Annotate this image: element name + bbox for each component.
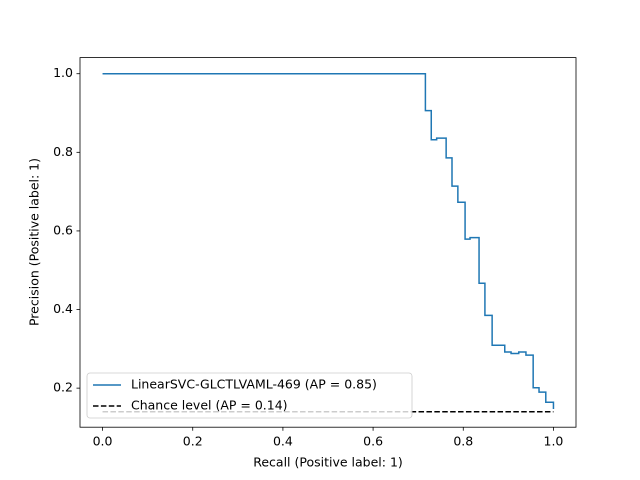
legend-label: Chance level (AP = 0.14) [131, 398, 288, 413]
x-tick-label: 1.0 [544, 434, 564, 449]
y-tick-label: 0.8 [53, 144, 73, 159]
x-axis-label: Recall (Positive label: 1) [253, 455, 403, 470]
series-line [102, 72, 555, 409]
x-tick-label: 0.0 [93, 434, 113, 449]
y-tick-label: 0.4 [53, 301, 73, 316]
legend-box [86, 372, 413, 419]
y-tick-label: 1.0 [53, 65, 73, 80]
y-axis-label: Precision (Positive label: 1) [27, 158, 42, 326]
y-tick-label: 0.6 [53, 222, 73, 237]
x-tick-label: 0.6 [363, 434, 383, 449]
y-tick-label: 0.2 [53, 380, 73, 395]
legend-label: LinearSVC-GLCTLVAML-469 (AP = 0.85) [131, 377, 377, 392]
axes-frame [79, 57, 577, 428]
x-tick-label: 0.4 [273, 434, 293, 449]
x-tick-label: 0.2 [183, 434, 203, 449]
x-tick-label: 0.8 [453, 434, 473, 449]
